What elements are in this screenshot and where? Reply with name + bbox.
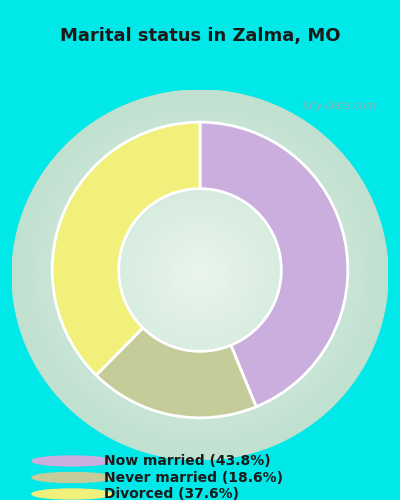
Ellipse shape [68, 146, 332, 404]
Circle shape [32, 456, 112, 466]
Ellipse shape [62, 140, 338, 410]
Ellipse shape [84, 161, 316, 389]
Ellipse shape [153, 229, 247, 322]
Ellipse shape [46, 124, 354, 426]
Wedge shape [96, 328, 256, 418]
Ellipse shape [144, 220, 256, 330]
Ellipse shape [90, 167, 310, 383]
Ellipse shape [166, 241, 234, 309]
Ellipse shape [53, 130, 347, 420]
Ellipse shape [169, 244, 231, 306]
Wedge shape [52, 122, 200, 375]
Ellipse shape [106, 182, 294, 368]
Ellipse shape [56, 133, 344, 417]
Ellipse shape [34, 112, 366, 438]
Ellipse shape [131, 207, 269, 343]
Ellipse shape [65, 142, 335, 408]
Circle shape [32, 472, 112, 482]
Ellipse shape [125, 201, 275, 349]
Ellipse shape [43, 121, 357, 429]
Ellipse shape [128, 204, 272, 346]
Ellipse shape [137, 214, 263, 336]
Ellipse shape [118, 195, 282, 355]
Ellipse shape [24, 102, 376, 448]
Ellipse shape [112, 188, 288, 362]
Ellipse shape [75, 152, 325, 398]
Ellipse shape [188, 262, 212, 287]
Ellipse shape [50, 127, 350, 423]
Ellipse shape [190, 266, 210, 284]
Text: Marital status in Zalma, MO: Marital status in Zalma, MO [60, 28, 340, 46]
Ellipse shape [22, 99, 379, 451]
Text: Divorced (37.6%): Divorced (37.6%) [104, 487, 239, 500]
Ellipse shape [150, 226, 250, 324]
Ellipse shape [72, 148, 328, 402]
Ellipse shape [184, 260, 216, 290]
Circle shape [32, 489, 112, 499]
Ellipse shape [59, 136, 341, 414]
Ellipse shape [100, 176, 300, 374]
Ellipse shape [78, 155, 322, 395]
Ellipse shape [31, 108, 369, 442]
Ellipse shape [28, 106, 372, 444]
Ellipse shape [159, 235, 241, 315]
Ellipse shape [12, 90, 388, 460]
Ellipse shape [178, 254, 222, 296]
Ellipse shape [115, 192, 285, 358]
Ellipse shape [197, 272, 203, 278]
Ellipse shape [15, 93, 385, 457]
Ellipse shape [103, 180, 297, 370]
Ellipse shape [94, 170, 306, 380]
Ellipse shape [87, 164, 313, 386]
Text: City-Data.com: City-Data.com [302, 101, 377, 111]
Ellipse shape [109, 186, 291, 364]
Text: Now married (43.8%): Now married (43.8%) [104, 454, 271, 468]
Wedge shape [200, 122, 348, 407]
Ellipse shape [37, 114, 363, 436]
Ellipse shape [40, 118, 360, 432]
Ellipse shape [122, 198, 278, 352]
Ellipse shape [81, 158, 319, 392]
Ellipse shape [147, 222, 253, 328]
Ellipse shape [140, 216, 260, 334]
Ellipse shape [156, 232, 244, 318]
Ellipse shape [134, 210, 266, 340]
Ellipse shape [194, 269, 206, 281]
Ellipse shape [181, 256, 219, 294]
Text: Never married (18.6%): Never married (18.6%) [104, 470, 283, 484]
Ellipse shape [175, 250, 225, 300]
Ellipse shape [97, 174, 303, 377]
Ellipse shape [18, 96, 382, 454]
Ellipse shape [162, 238, 238, 312]
Ellipse shape [172, 247, 228, 302]
